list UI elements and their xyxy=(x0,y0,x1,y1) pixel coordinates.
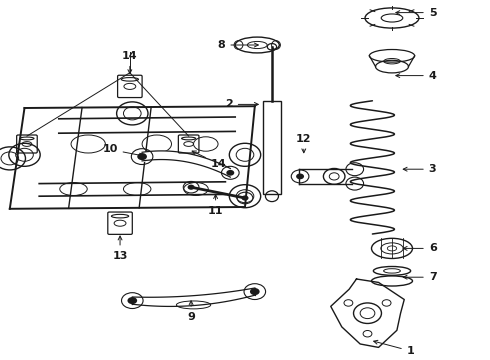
Circle shape xyxy=(296,174,304,179)
Text: 12: 12 xyxy=(296,134,312,153)
Circle shape xyxy=(242,195,248,201)
Polygon shape xyxy=(132,288,255,306)
Text: 13: 13 xyxy=(112,236,128,261)
Circle shape xyxy=(250,288,260,295)
Circle shape xyxy=(127,297,137,304)
Circle shape xyxy=(137,153,147,160)
Polygon shape xyxy=(331,279,404,347)
Circle shape xyxy=(188,185,195,190)
Text: 10: 10 xyxy=(102,144,143,157)
Text: 11: 11 xyxy=(208,195,223,216)
Text: 14: 14 xyxy=(122,51,138,73)
Text: 4: 4 xyxy=(396,71,437,81)
Text: 1: 1 xyxy=(374,340,415,356)
Text: 8: 8 xyxy=(218,40,258,50)
Bar xyxy=(263,101,281,194)
Text: 14: 14 xyxy=(192,151,226,169)
Text: 7: 7 xyxy=(403,272,437,282)
Circle shape xyxy=(226,170,234,176)
Text: 2: 2 xyxy=(225,99,258,109)
Text: 3: 3 xyxy=(403,164,437,174)
Text: 6: 6 xyxy=(403,243,437,253)
Text: 5: 5 xyxy=(396,8,437,18)
Text: 9: 9 xyxy=(187,301,195,322)
